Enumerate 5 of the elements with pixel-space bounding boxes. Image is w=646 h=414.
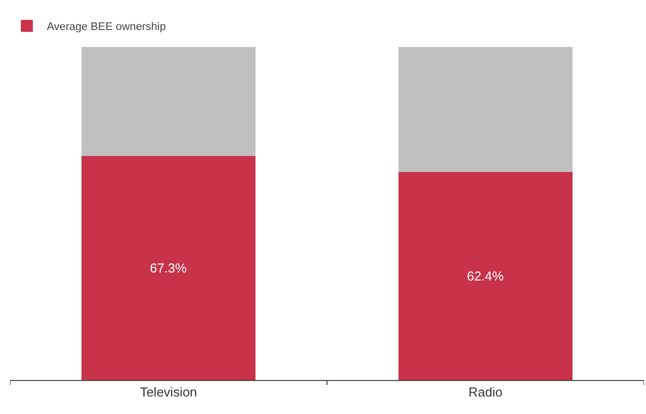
data-label: 62.4% bbox=[466, 268, 504, 284]
x-tick-label: Radio bbox=[468, 384, 502, 400]
legend-label: Average BEE ownership bbox=[46, 21, 166, 34]
x-tick-label: Television bbox=[140, 384, 198, 400]
data-label: 67.3% bbox=[150, 260, 188, 276]
